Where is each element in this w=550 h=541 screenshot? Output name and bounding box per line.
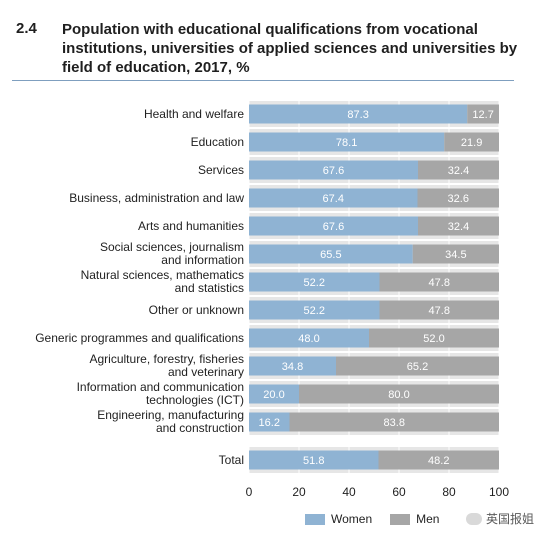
bar-men: [378, 450, 499, 470]
bar-women: [249, 104, 468, 124]
bar-men: [418, 216, 499, 236]
bar-men: [379, 272, 499, 292]
bar-men: [336, 356, 499, 376]
category-label: Agriculture, forestry, fisheries and vete…: [90, 352, 245, 379]
category-label-line: Social sciences, journalism: [100, 240, 244, 254]
category-label-line: Natural sciences, mathematics: [81, 268, 244, 282]
bar-men: [289, 412, 499, 432]
category-label: Education: [191, 135, 244, 149]
bar-women: [249, 132, 445, 152]
data-label-men: 32.4: [448, 165, 469, 177]
legend-swatch-men: [390, 513, 411, 525]
legend-item-women: Women: [305, 512, 372, 526]
data-label-women: 52.2: [304, 277, 325, 289]
bar-men: [417, 188, 499, 208]
data-label-men: 52.0: [423, 333, 444, 345]
figure-number: 2.4: [16, 20, 37, 37]
bar-men: [444, 132, 499, 152]
category-label: Total: [219, 453, 244, 467]
data-label-women: 87.3: [347, 109, 368, 121]
legend-item-men: Men: [390, 512, 439, 526]
data-label-men: 65.2: [407, 361, 428, 373]
data-label-women: 52.2: [304, 305, 325, 317]
chart-legend: Women Men: [305, 512, 449, 526]
data-label-men: 32.4: [448, 221, 469, 233]
data-label-men: 48.2: [428, 455, 449, 467]
bar-men: [418, 160, 499, 180]
watermark-text: 英国报姐: [486, 512, 535, 526]
data-label-women: 51.8: [303, 455, 324, 467]
category-label: Natural sciences, mathematics and statist…: [81, 268, 244, 295]
x-tick-label: 0: [246, 485, 253, 499]
x-tick-label: 100: [489, 485, 509, 499]
data-label-men: 80.0: [388, 389, 409, 401]
category-label: Services: [198, 163, 244, 177]
category-label-line: and construction: [156, 421, 244, 435]
category-label-line: and veterinary: [168, 365, 244, 379]
bar-women: [249, 272, 380, 292]
x-tick-label: 60: [392, 485, 406, 499]
category-label: Health and welfare: [144, 107, 244, 121]
data-label-men: 47.8: [429, 277, 450, 289]
bar-men: [369, 328, 499, 348]
x-tick-label: 80: [442, 485, 456, 499]
category-label-line: Agriculture, forestry, fisheries: [90, 352, 245, 366]
data-label-women: 67.6: [323, 165, 344, 177]
bar-women: [249, 188, 418, 208]
wechat-icon: [466, 512, 482, 525]
data-label-women: 78.1: [336, 137, 357, 149]
bar-men: [467, 104, 499, 124]
data-label-women: 48.0: [298, 333, 319, 345]
data-label-women: 34.8: [282, 361, 303, 373]
bar-women: [249, 216, 418, 236]
data-label-women: 67.4: [323, 193, 344, 205]
category-label: Engineering, manufacturing and constructi…: [97, 408, 244, 435]
bar-women: [249, 412, 290, 432]
bar-men: [379, 300, 499, 320]
data-label-men: 47.8: [429, 305, 450, 317]
chart-title: Population with educational qualificatio…: [62, 21, 518, 76]
data-label-women: 65.5: [320, 249, 341, 261]
legend-label-women: Women: [331, 512, 373, 526]
bar-women: [249, 244, 413, 264]
category-label-line: Engineering, manufacturing: [97, 408, 244, 422]
data-label-men: 83.8: [384, 417, 405, 429]
category-label-line: technologies (ICT): [146, 393, 244, 407]
category-label: Business, administration and law: [69, 191, 244, 205]
data-label-men: 32.6: [448, 193, 469, 205]
bar-women: [249, 384, 299, 404]
category-label: Arts and humanities: [138, 219, 244, 233]
x-tick-label: 40: [342, 485, 356, 499]
data-label-women: 20.0: [263, 389, 284, 401]
bar-men: [412, 244, 499, 264]
category-label: Information and communication technologie…: [77, 380, 244, 407]
stacked-bar-chart: 87.3 12.7 Health and welfare 78.1 21.9 Educat…: [35, 98, 509, 499]
category-label: Social sciences, journalism and informati…: [100, 240, 244, 267]
title-divider: [12, 80, 514, 81]
bar-women: [249, 160, 418, 180]
bar-women: [249, 328, 369, 348]
data-label-women: 16.2: [259, 417, 280, 429]
x-tick-label: 20: [292, 485, 306, 499]
category-label-line: Information and communication: [77, 380, 244, 394]
data-label-men: 21.9: [461, 137, 482, 149]
bar-women: [249, 300, 380, 320]
category-label: Other or unknown: [149, 303, 244, 317]
legend-swatch-women: [305, 513, 325, 525]
bar-men: [299, 384, 499, 404]
bar-women: [249, 356, 336, 376]
data-label-men: 12.7: [472, 109, 493, 121]
bar-women: [249, 450, 379, 470]
category-label-line: and information: [161, 253, 244, 267]
data-label-men: 34.5: [445, 249, 466, 261]
watermark: 英国报姐: [466, 510, 534, 527]
category-label: Generic programmes and qualifications: [35, 331, 244, 345]
legend-label-men: Men: [416, 512, 440, 526]
data-label-women: 67.6: [323, 221, 344, 233]
category-label-line: and statistics: [175, 281, 244, 295]
